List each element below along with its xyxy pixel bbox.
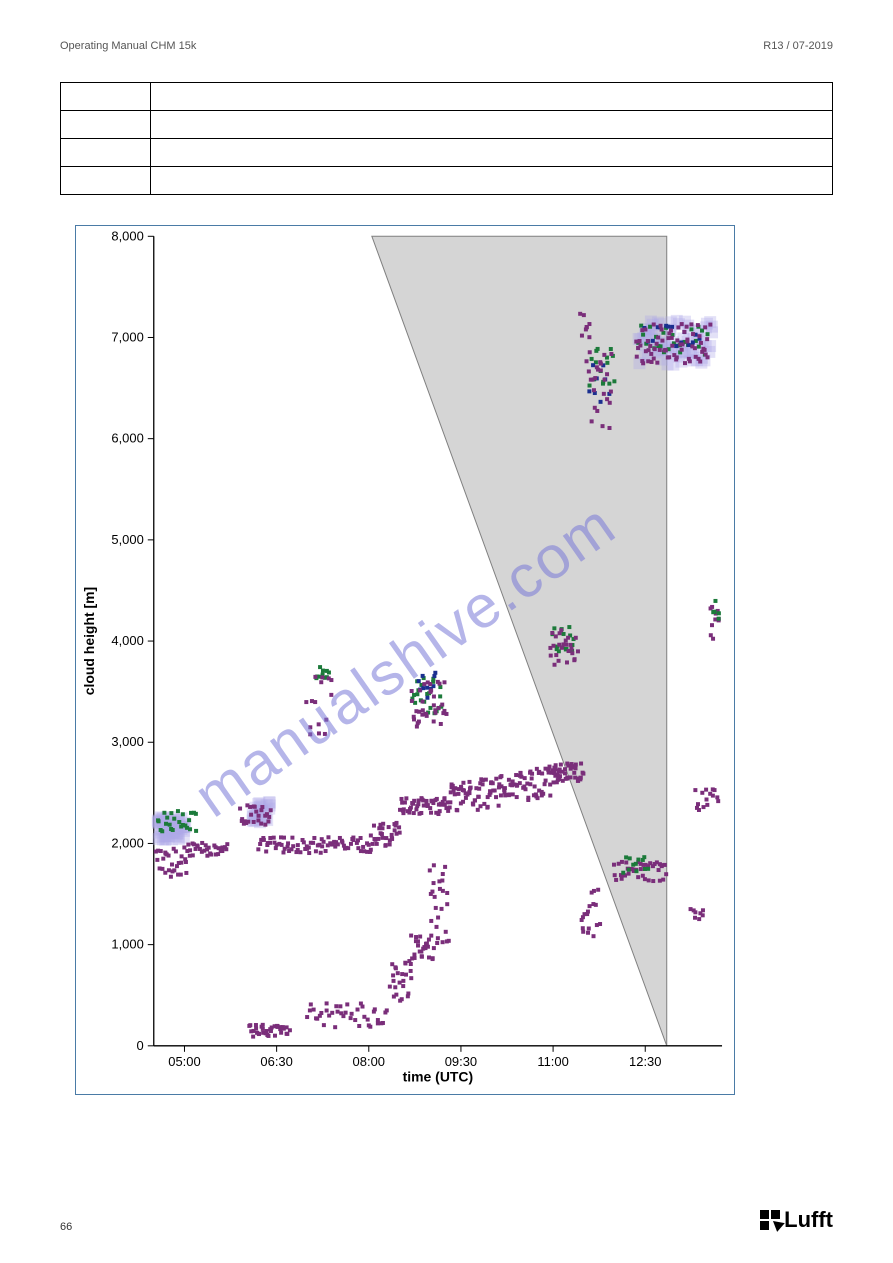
table-cell: [151, 111, 833, 139]
table-cell: [61, 111, 151, 139]
table-cell: [61, 139, 151, 167]
cloud-height-chart: 0 1,000 2,000 3,000 4,000 5,000 6,000 7,000 8,00…: [75, 225, 735, 1095]
svg-text:1,000: 1,000: [111, 937, 143, 952]
page-number: 66: [60, 1221, 72, 1233]
svg-text:3,000: 3,000: [111, 734, 143, 749]
svg-text:09:30: 09:30: [445, 1054, 477, 1069]
table-cell: [61, 167, 151, 195]
logo-icon: [760, 1210, 782, 1230]
svg-text:06:30: 06:30: [260, 1054, 292, 1069]
table-cell: [151, 139, 833, 167]
svg-text:2,000: 2,000: [111, 835, 143, 850]
svg-text:08:00: 08:00: [353, 1054, 385, 1069]
logo-text: Lufft: [784, 1207, 833, 1233]
table-cell: [151, 83, 833, 111]
page-footer: 66 Lufft: [60, 1207, 833, 1233]
svg-text:8,000: 8,000: [111, 228, 143, 243]
svg-text:4,000: 4,000: [111, 633, 143, 648]
svg-text:11:00: 11:00: [537, 1054, 568, 1069]
brand-logo: Lufft: [760, 1207, 833, 1233]
svg-text:0: 0: [137, 1038, 144, 1053]
chart-svg: 0 1,000 2,000 3,000 4,000 5,000 6,000 7,000 8,00…: [76, 226, 734, 1094]
svg-text:time (UTC): time (UTC): [403, 1069, 473, 1085]
page-header: Operating Manual CHM 15k R13 / 07-2019: [60, 40, 833, 52]
table-cell: [61, 83, 151, 111]
table-cell: [151, 167, 833, 195]
svg-text:cloud height [m]: cloud height [m]: [81, 587, 97, 695]
svg-text:6,000: 6,000: [111, 431, 143, 446]
header-left: Operating Manual CHM 15k: [60, 40, 196, 52]
parameter-table: [60, 82, 833, 195]
svg-text:05:00: 05:00: [168, 1054, 200, 1069]
header-right: R13 / 07-2019: [763, 40, 833, 52]
svg-text:7,000: 7,000: [111, 329, 143, 344]
svg-text:12:30: 12:30: [629, 1054, 661, 1069]
svg-text:5,000: 5,000: [111, 532, 143, 547]
